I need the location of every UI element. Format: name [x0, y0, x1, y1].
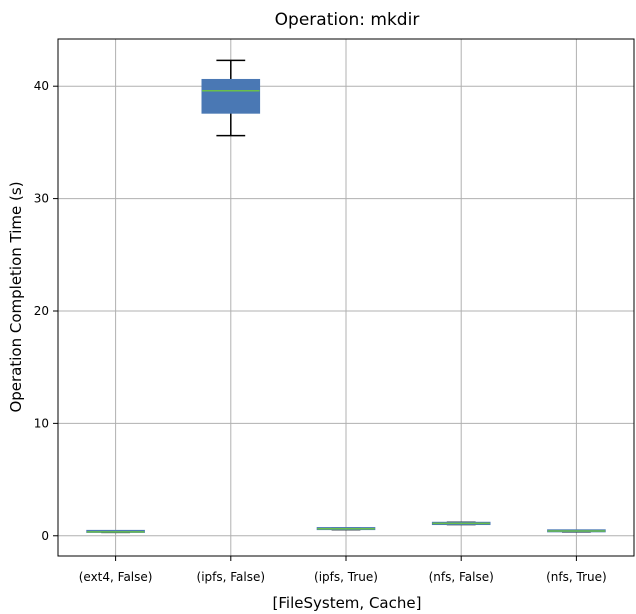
y-ticks: 0 10 20 30 40 [34, 79, 58, 543]
y-tick-label: 40 [34, 79, 49, 93]
x-ticks: (ext4, False) (ipfs, False) (ipfs, True) (n… [79, 556, 607, 584]
y-tick-label: 0 [41, 529, 49, 543]
box-3 [431, 521, 491, 526]
y-tick-label: 30 [34, 192, 49, 206]
box-body [201, 78, 261, 114]
x-tick-label: (nfs, True) [546, 570, 607, 584]
box-1 [201, 59, 261, 137]
x-tick-label: (ext4, False) [79, 570, 153, 584]
x-tick-label: (ipfs, False) [197, 570, 266, 584]
chart-title: Operation: mkdir [275, 10, 420, 30]
y-tick-label: 20 [34, 304, 49, 318]
y-axis-label: Operation Completion Time (s) [7, 181, 25, 412]
x-axis-label: [FileSystem, Cache] [273, 594, 422, 612]
box-4 [547, 529, 606, 533]
x-tick-label: (ipfs, True) [314, 570, 378, 584]
x-tick-label: (nfs, False) [429, 570, 494, 584]
grid-lines [58, 39, 634, 556]
box-0 [86, 529, 145, 534]
box-series [86, 59, 606, 534]
box-2 [316, 527, 376, 531]
y-tick-label: 10 [34, 416, 49, 430]
